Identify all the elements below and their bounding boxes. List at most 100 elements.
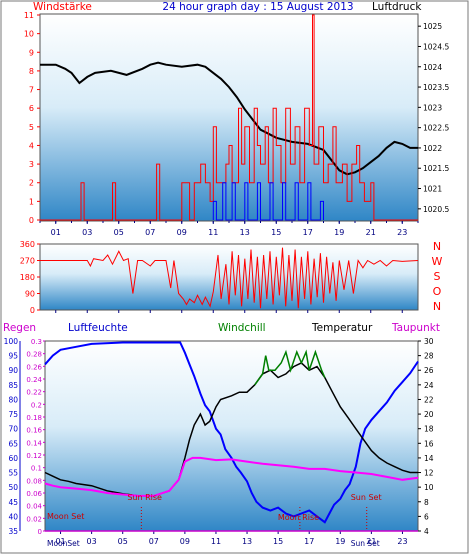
weather-time-tick-label: 23	[397, 537, 407, 546]
series-windrichtung-blau	[212, 182, 324, 221]
humidity-axis-tick-label: 90	[8, 366, 18, 375]
temp-axis-tick-label: 6	[424, 512, 429, 521]
weather-time-tick-label: 11	[211, 537, 221, 546]
weather-time-tick-label: 09	[180, 537, 190, 546]
rain-label: Regen	[3, 322, 36, 334]
direction-axis-tick-label: 90	[25, 290, 35, 299]
temp-axis-tick-label: 26	[424, 366, 434, 375]
wind-axis-tick-label: 10	[24, 30, 34, 39]
rain-axis-tick-label: 0.28	[26, 351, 42, 359]
wind-axis-tick-label: 4	[29, 141, 34, 150]
compass-label: N	[433, 240, 441, 253]
pressure-axis-tick-label: 1020.5	[423, 205, 449, 214]
time-axis-tick-label: 07	[145, 228, 155, 237]
direction-axis-tick-label: 360	[20, 240, 35, 249]
rain-axis-tick-label: 0.08	[26, 477, 42, 485]
temp-axis-tick-label: 14	[424, 454, 434, 463]
series-taupunkt	[44, 456, 419, 497]
direction-axis-tick-label: 180	[20, 273, 35, 282]
rain-axis-tick-label: 0.24	[26, 376, 42, 384]
temp-axis-tick-label: 4	[424, 527, 429, 536]
temp-axis-tick-label: 28	[424, 352, 434, 361]
time-axis-tick-label: 01	[51, 228, 61, 237]
direction-axis-tick-label: 0	[30, 306, 35, 315]
time-axis-tick-label: 17	[303, 228, 313, 237]
rain-axis-tick-label: 0.12	[26, 452, 42, 460]
humidity-axis-tick-label: 75	[8, 410, 18, 419]
temp-axis-tick-label: 30	[424, 337, 434, 346]
rain-axis-tick-label: 0.16	[26, 427, 42, 435]
wind-axis-tick-label: 2	[29, 179, 34, 188]
wind-axis-tick-label: 7	[29, 86, 34, 95]
humidity-axis-tick-label: 65	[8, 439, 18, 448]
rain-axis-tick-label: 0	[38, 528, 42, 536]
temp-axis-tick-label: 24	[424, 381, 434, 390]
time-axis-tick-label: 03	[82, 228, 92, 237]
humidity-axis-tick-label: 95	[8, 352, 18, 361]
humidity-axis-tick-label: 100	[4, 337, 19, 346]
humidity-axis-tick-label: 40	[8, 512, 18, 521]
left-axis-label: Windstärke	[33, 1, 92, 13]
wind-axis-tick-label: 0	[29, 216, 34, 225]
chart-title: 24 hour graph day : 15 August 2013	[162, 1, 353, 13]
direction-axis-tick-label: 270	[20, 257, 35, 266]
humidity-axis-tick-label: 85	[8, 381, 18, 390]
temp-axis-tick-label: 22	[424, 395, 434, 404]
humidity-axis-tick-label: 35	[8, 527, 18, 536]
wind-axis-tick-label: 11	[24, 11, 34, 20]
time-axis-tick-label: 13	[240, 228, 250, 237]
rain-axis-tick-label: 0.04	[26, 503, 42, 511]
windchill-label: Windchill	[218, 322, 266, 334]
rain-axis-tick-label: 0.26	[26, 363, 42, 371]
humidity-axis-tick-label: 70	[8, 425, 18, 434]
series-wind-direction	[40, 247, 419, 309]
humidity-axis-tick-label: 60	[8, 454, 18, 463]
sun-set-axis-label: Sun Set	[351, 539, 380, 548]
compass-label: W	[432, 255, 443, 268]
rain-axis-tick-label: 0.2	[31, 401, 42, 409]
temp-axis-tick-label: 10	[424, 483, 434, 492]
time-axis-tick-label: 05	[114, 228, 124, 237]
pressure-axis-tick-label: 1023	[423, 103, 442, 112]
wind-axis-tick-label: 3	[29, 160, 34, 169]
time-axis-tick-label: 23	[397, 228, 407, 237]
pressure-axis-tick-label: 1022.5	[423, 124, 449, 133]
temp-axis-tick-label: 16	[424, 439, 434, 448]
rain-axis-tick-label: 0.22	[26, 389, 42, 397]
panel3-background	[44, 340, 419, 532]
humidity-axis-tick-label: 50	[8, 483, 18, 492]
panel1-background	[39, 13, 419, 222]
time-axis-tick-label: 21	[366, 228, 376, 237]
temp-axis-tick-label: 8	[424, 498, 429, 507]
wind-axis-tick-label: 8	[29, 67, 34, 76]
time-axis-tick-label: 09	[177, 228, 187, 237]
humidity-label: Luftfeuchte	[68, 322, 128, 334]
dewpoint-label: Taupunkt	[391, 322, 440, 334]
wind-axis-tick-label: 6	[29, 104, 34, 113]
rain-axis-tick-label: 0.02	[26, 515, 42, 523]
temp-axis-tick-label: 18	[424, 425, 434, 434]
weather-time-tick-label: 01	[55, 537, 65, 546]
compass-label: N	[433, 300, 441, 313]
sun-set-label: Sun Set	[351, 493, 382, 502]
pressure-axis-tick-label: 1024.5	[423, 42, 449, 51]
weather-time-tick-label: 13	[242, 537, 252, 546]
weather-time-tick-label: 15	[273, 537, 283, 546]
right-axis-label: Luftdruck	[372, 1, 422, 13]
wind-axis-tick-label: 1	[29, 197, 34, 206]
temperature-label: Temperatur	[311, 322, 373, 334]
temp-axis-tick-label: 20	[424, 410, 434, 419]
pressure-axis-tick-label: 1024	[423, 63, 442, 72]
rain-axis-tick-label: 0.06	[26, 490, 42, 498]
time-axis-tick-label: 11	[208, 228, 218, 237]
series-windchill	[254, 349, 326, 386]
time-axis-tick-label: 15	[271, 228, 281, 237]
compass-label: S	[434, 270, 441, 283]
pressure-axis-tick-label: 1023.5	[423, 83, 449, 92]
rain-axis-tick-label: 0.3	[31, 338, 42, 346]
wind-axis-tick-label: 5	[29, 123, 34, 132]
humidity-axis-tick-label: 80	[8, 395, 18, 404]
series-windstärke	[40, 14, 418, 221]
